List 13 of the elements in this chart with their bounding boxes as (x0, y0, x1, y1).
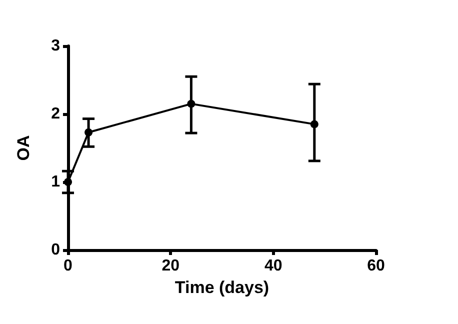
y-tick-label: 2 (51, 106, 60, 122)
y-tick-label: 1 (51, 174, 60, 190)
x-tick-label: 60 (367, 258, 385, 274)
point (84, 128, 93, 136)
x-tick-label: 0 (64, 258, 73, 274)
x-axis-title: Time (days) (174, 278, 270, 297)
y-axis-title: OA (14, 135, 33, 161)
x-tick-label: 20 (162, 258, 180, 274)
point (310, 120, 318, 128)
x-tick-label: 40 (264, 258, 282, 274)
y-tick-label: 3 (51, 38, 60, 54)
point (187, 100, 196, 108)
y-tick-label: 0 (51, 242, 60, 258)
